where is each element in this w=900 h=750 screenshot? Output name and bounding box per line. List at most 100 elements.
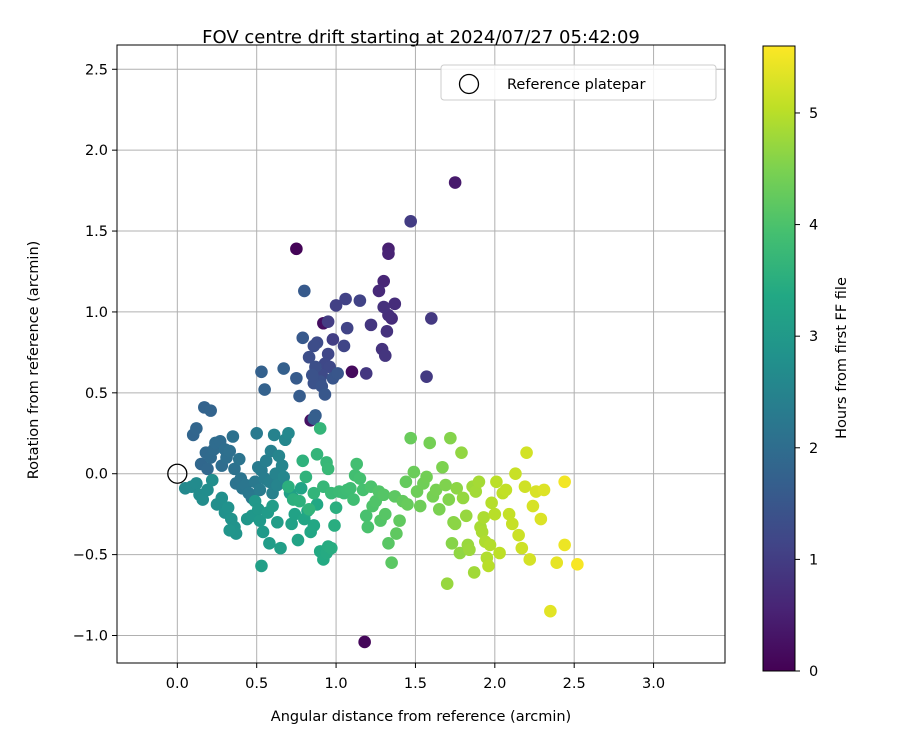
data-point	[325, 541, 338, 555]
data-point	[420, 470, 433, 484]
x-axis-ticks: 0.0 0.5 1.0 1.5 2.0 2.5 3.0	[166, 663, 665, 692]
data-point	[413, 499, 427, 513]
data-point	[290, 371, 303, 385]
data-point	[526, 499, 540, 513]
data-point	[253, 483, 267, 497]
data-point	[372, 284, 386, 298]
data-point	[502, 507, 516, 521]
data-point	[204, 404, 217, 417]
y-axis-ticks: −1.0 −0.5 0.0 0.5 1.0 1.5 2.0 2.5	[73, 62, 117, 644]
data-point	[448, 176, 462, 189]
x-axis-label: Angular distance from reference (arcmin)	[271, 709, 571, 725]
colorbar-tick-label: 5	[809, 106, 818, 122]
colorbar-tick-label: 2	[809, 441, 818, 457]
y-tick-label: 1.0	[85, 305, 108, 321]
colorbar-tick-label: 3	[809, 329, 818, 345]
data-point	[339, 292, 352, 306]
data-point	[378, 507, 392, 521]
data-point	[377, 300, 390, 314]
data-point	[401, 498, 414, 511]
data-point	[509, 467, 522, 481]
data-point	[377, 274, 390, 288]
data-point	[321, 315, 335, 328]
data-point	[388, 297, 402, 311]
data-point	[347, 493, 360, 506]
data-point	[345, 365, 359, 379]
x-tick-label: 0.0	[166, 676, 189, 692]
data-point	[477, 511, 491, 524]
data-point	[469, 485, 483, 498]
data-point	[429, 483, 443, 497]
data-point	[512, 528, 525, 542]
data-point	[425, 312, 438, 325]
reference-platepar-marker	[167, 463, 188, 484]
data-point	[378, 349, 392, 362]
data-point	[385, 556, 398, 569]
data-point	[518, 480, 532, 493]
data-point	[226, 430, 240, 443]
data-point	[293, 389, 306, 403]
data-point	[558, 538, 571, 552]
y-tick-label: 1.5	[85, 224, 108, 240]
data-point	[310, 448, 324, 461]
colorbar-tick-label: 4	[809, 218, 818, 234]
colorbar-tick-label: 1	[809, 552, 818, 568]
data-point	[271, 515, 284, 529]
reference-marker-layer	[167, 463, 188, 484]
data-point	[190, 477, 203, 490]
data-point	[307, 412, 321, 426]
data-point	[196, 493, 210, 506]
data-point	[221, 501, 235, 514]
grid-lines	[117, 45, 725, 663]
x-tick-label: 0.5	[245, 676, 268, 692]
data-point	[390, 527, 403, 540]
data-point	[267, 428, 281, 442]
data-point	[537, 483, 551, 497]
y-axis-label: Rotation from reference (arcmin)	[26, 241, 42, 480]
data-point	[340, 321, 354, 335]
data-point	[382, 536, 395, 550]
y-tick-label: −0.5	[73, 548, 108, 564]
data-point	[293, 494, 306, 508]
x-tick-label: 2.0	[483, 676, 506, 692]
data-point	[467, 566, 481, 579]
data-point	[259, 454, 273, 468]
data-point	[232, 452, 246, 466]
data-point	[329, 299, 343, 312]
data-point	[382, 247, 395, 260]
data-point	[326, 333, 340, 346]
data-point	[432, 503, 446, 516]
data-point	[571, 558, 584, 571]
data-point	[404, 431, 417, 445]
x-tick-label: 2.5	[563, 676, 586, 692]
data-point	[439, 478, 452, 492]
colorbar-gradient	[762, 45, 796, 672]
data-point	[266, 499, 279, 513]
colorbar-ticks: 0 1 2 3 4 5	[795, 106, 818, 680]
data-point	[353, 472, 367, 485]
data-point	[307, 339, 321, 353]
data-point	[523, 553, 537, 566]
data-point	[380, 325, 394, 338]
data-point	[407, 465, 421, 479]
data-point	[499, 483, 513, 497]
data-point	[361, 520, 375, 534]
data-point	[215, 491, 229, 505]
data-point	[307, 486, 321, 500]
data-point	[475, 525, 489, 539]
data-point	[488, 507, 502, 521]
colorbar-label: Hours from first FF file	[834, 277, 850, 439]
legend-box	[440, 64, 717, 101]
data-point	[393, 514, 406, 527]
data-point	[482, 559, 495, 573]
data-point	[201, 462, 214, 476]
data-point	[420, 370, 433, 383]
data-point	[505, 517, 519, 531]
data-point	[377, 488, 390, 502]
data-point	[205, 473, 219, 487]
data-point	[190, 422, 203, 435]
y-tick-label: 0.0	[85, 467, 108, 483]
data-point	[302, 350, 316, 364]
data-point	[277, 470, 290, 484]
